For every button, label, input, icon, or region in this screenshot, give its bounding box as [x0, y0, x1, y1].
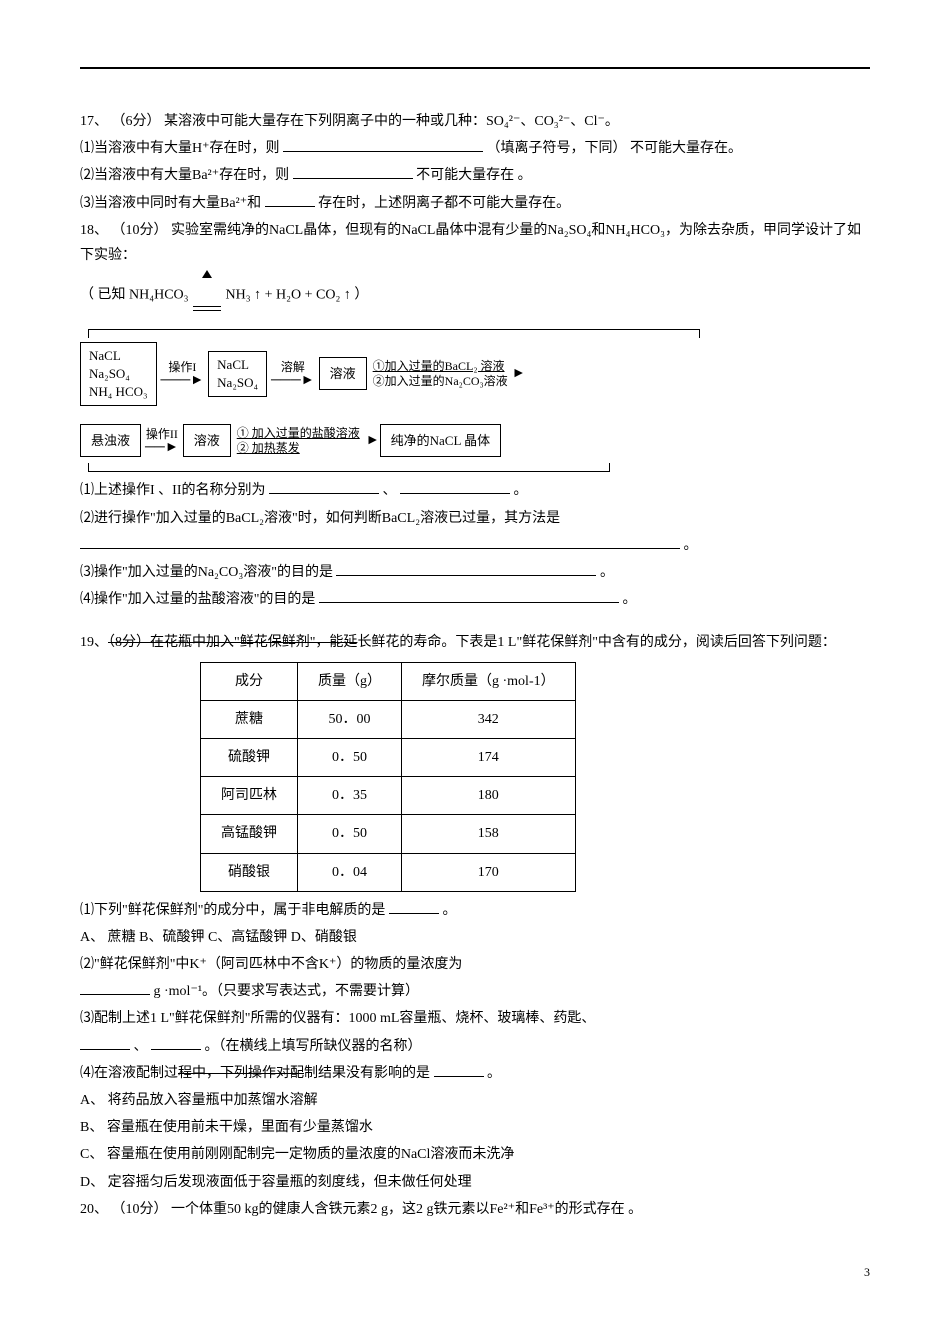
blank: [336, 561, 596, 576]
q19-p3: ⑶配制上述1 L"鲜花保鲜剂"所需的仪器有：1000 mL容量瓶、烧杯、玻璃棒、…: [80, 1006, 870, 1031]
q18-line1: 18、 （10分） 实验室需纯净的NaCL晶体，但现有的NaCL晶体中混有少量的…: [80, 218, 870, 268]
q17-number: 17、: [80, 114, 108, 129]
q18-p3: ⑶操作"加入过量的Na₂CO₃溶液"的目的是 。: [80, 560, 870, 585]
q17-p3: ⑶当溶液中同时有大量Ba²⁺和 存在时，上述阴离子都不可能大量存在。: [80, 191, 870, 216]
q19-optB: B、 容量瓶在使用前未干燥，里面有少量蒸馏水: [80, 1115, 870, 1140]
table-row: 蔗糖50．00342: [201, 700, 576, 738]
q18-points: （10分）: [112, 223, 168, 238]
q19-options1: A、 蔗糖 B、硫酸钾 C、高锰酸钾 D、硝酸银: [80, 925, 870, 950]
blank: [265, 192, 315, 207]
table-row: 阿司匹林0．35180: [201, 777, 576, 815]
q20-points: （10分）: [112, 1202, 168, 1217]
q19-p2-line2: g ·mol⁻¹。（只要求写表达式，不需要计算）: [80, 979, 870, 1004]
blank: [293, 164, 413, 179]
blank: [80, 980, 150, 995]
q20-line1: 20、 （10分） 一个体重50 kg的健康人含铁元素2 g，这2 g铁元素以F…: [80, 1197, 870, 1222]
blank: [283, 137, 483, 152]
q19-p2: ⑵"鲜花保鲜剂"中K⁺（阿司匹林中不含K⁺）的物质的量浓度为: [80, 952, 870, 977]
table-row: 硝酸银0．04170: [201, 853, 576, 891]
q19-p4: ⑷在溶液配制过程中，下列操作对配制结果没有影响的是 。: [80, 1061, 870, 1086]
table-header: 摩尔质量（g ·mol-1）: [402, 662, 576, 700]
q19-optC: C、 容量瓶在使用前刚刚配制完一定物质的量浓度的NaCl溶液而未洗净: [80, 1142, 870, 1167]
arrow: ►: [366, 434, 380, 448]
q19-optD: D、 定容摇匀后发现液面低于容量瓶的刻度线，但未做任何处理: [80, 1170, 870, 1195]
blank: [389, 899, 439, 914]
q18-eq: （ 已知 NH₄HCO₃ NH₃ ↑ + H₂O + CO₂ ↑ ）: [80, 270, 870, 320]
table-header: 质量（g）: [298, 662, 402, 700]
heat-symbol: [192, 270, 222, 320]
arrow: 溶解 ───►: [271, 360, 315, 388]
flow-box-solution2: 溶液: [183, 424, 231, 457]
q20-text: 一个体重50 kg的健康人含铁元素2 g，这2 g铁元素以Fe²⁺和Fe³⁺的形…: [171, 1202, 642, 1217]
q20-number: 20、: [80, 1202, 108, 1217]
blank: [80, 1035, 130, 1050]
q19-p1: ⑴下列"鲜花保鲜剂"的成分中，属于非电解质的是 。: [80, 898, 870, 923]
q18-flowchart: NaCL Na₂SO₄ NH₄ HCO₃ 操作I ───► NaCL Na₂SO…: [80, 329, 870, 473]
table-row: 高锰酸钾0．50158: [201, 815, 576, 853]
q19-strike: （8分）在花瓶中加入"鲜花保鲜剂"，能延: [108, 635, 357, 650]
blank: [434, 1062, 484, 1077]
q17-intro: 某溶液中可能大量存在下列阴离子中的一种或几种：SO₄²⁻、CO₃²⁻、Cl⁻。: [164, 114, 619, 129]
arrow: 操作II ──►: [145, 427, 179, 455]
table-header: 成分: [201, 662, 298, 700]
table-header-row: 成分 质量（g） 摩尔质量（g ·mol-1）: [201, 662, 576, 700]
q17-p2: ⑵当溶液中有大量Ba²⁺存在时，则 不可能大量存在 。: [80, 163, 870, 188]
blank: [319, 588, 619, 603]
arrow: ① 加入过量的盐酸溶液 ② 加热蒸发: [237, 426, 360, 455]
q19-table: 成分 质量（g） 摩尔质量（g ·mol-1） 蔗糖50．00342 硫酸钾0．…: [200, 662, 576, 892]
q19-number: 19、: [80, 635, 108, 650]
blank: [269, 479, 379, 494]
arrow: 操作I ───►: [161, 360, 205, 388]
flow-box-2: NaCL Na₂SO₄: [208, 351, 267, 397]
q17-p1: ⑴当溶液中有大量H⁺存在时，则 （填离子符号，下同） 不可能大量存在。: [80, 136, 870, 161]
flow-box-solution: 溶液: [319, 357, 367, 390]
table-row: 硫酸钾0．50174: [201, 738, 576, 776]
q17-points: （6分）: [112, 114, 161, 129]
q18-p2: ⑵进行操作"加入过量的BaCL₂溶液"时，如何判断BaCL₂溶液已过量，其方法是: [80, 506, 870, 531]
flow-box-start: NaCL Na₂SO₄ NH₄ HCO₃: [80, 342, 157, 407]
page-number: 3: [80, 1262, 870, 1284]
arrow: ①加入过量的BaCL₂ 溶液 ②加入过量的Na₂CO₃溶液: [373, 359, 508, 388]
blank: [400, 479, 510, 494]
blank: [151, 1035, 201, 1050]
q19-line1: 19、（8分）在花瓶中加入"鲜花保鲜剂"，能延长鲜花的寿命。下表是1 L"鲜花保…: [80, 630, 870, 655]
q18-p2-blank: 。: [80, 533, 870, 558]
flow-box-pure: 纯净的NaCL 晶体: [380, 424, 502, 457]
flow-box-suspension: 悬浊液: [80, 424, 141, 457]
q18-p1: ⑴上述操作I 、II的名称分别为 、 。: [80, 478, 870, 503]
q18-intro: 实验室需纯净的NaCL晶体，但现有的NaCL晶体中混有少量的Na₂SO₄和NH₄…: [80, 223, 861, 263]
q17-line1: 17、 （6分） 某溶液中可能大量存在下列阴离子中的一种或几种：SO₄²⁻、CO…: [80, 109, 870, 134]
q19-optA: A、 将药品放入容量瓶中加蒸馏水溶解: [80, 1088, 870, 1113]
top-rule: [80, 67, 870, 69]
q19-p3-line2: 、 。（在横线上填写所缺仪器的名称）: [80, 1034, 870, 1059]
q18-p4: ⑷操作"加入过量的盐酸溶液"的目的是 。: [80, 587, 870, 612]
arrow: ►: [512, 367, 526, 381]
q18-number: 18、: [80, 223, 108, 238]
blank: [80, 534, 680, 549]
